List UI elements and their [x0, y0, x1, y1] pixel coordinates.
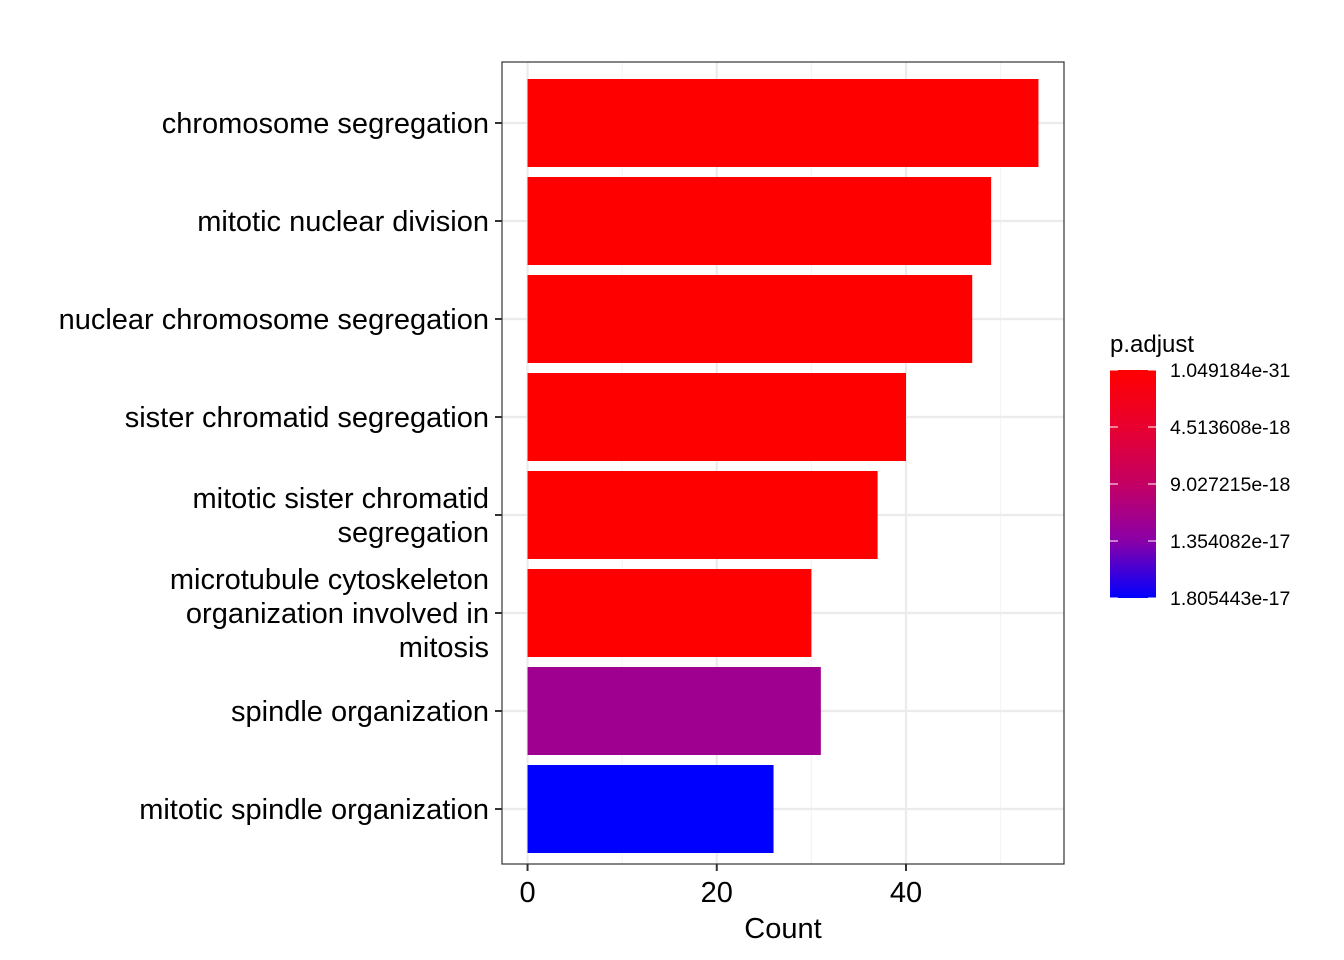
bar	[527, 177, 992, 265]
x-tick-label: 40	[890, 877, 922, 909]
bar	[527, 79, 1039, 167]
bar	[527, 373, 906, 461]
legend-ticks: 1.049184e-31 4.513608e-18 9.027215e-18 1.35…	[1110, 360, 1290, 610]
bar	[527, 765, 774, 853]
plot-panel-border	[501, 61, 1065, 865]
y-tick-label: mitotic nuclear division	[197, 206, 489, 238]
legend-label: 1.805443e-17	[1170, 588, 1290, 610]
y-tick-label: organization involved in	[186, 598, 489, 630]
y-tick-label: chromosome segregation	[162, 108, 489, 140]
y-tick-label: mitosis	[399, 632, 489, 664]
bar	[527, 569, 812, 657]
legend-label: 9.027215e-18	[1170, 474, 1290, 496]
x-tick-label: 0	[519, 877, 535, 909]
x-axis: 0 20 40	[519, 864, 922, 909]
legend: p.adjust 1.049184e-31 4.513608e-18 9.02721…	[1110, 331, 1290, 610]
x-tick-label: 20	[701, 877, 733, 909]
y-tick-label: spindle organization	[231, 696, 489, 728]
legend-label: 1.354082e-17	[1170, 531, 1290, 553]
legend-label: 1.049184e-31	[1170, 360, 1290, 382]
y-tick-label: mitotic sister chromatid	[192, 483, 489, 515]
bars	[527, 79, 1039, 853]
legend-label: 4.513608e-18	[1170, 417, 1290, 439]
y-tick-label: microtubule cytoskeleton	[170, 564, 489, 596]
x-axis-title: Count	[744, 913, 821, 945]
y-tick-label: segregation	[337, 517, 489, 549]
y-tick-label: mitotic spindle organization	[139, 794, 489, 826]
y-axis: chromosome segregation mitotic nuclear di…	[59, 108, 502, 826]
bar	[527, 275, 973, 363]
legend-title: p.adjust	[1110, 331, 1194, 358]
y-tick-label: nuclear chromosome segregation	[59, 304, 489, 336]
y-tick-label: sister chromatid segregation	[125, 402, 489, 434]
bar	[527, 471, 878, 559]
bar	[527, 667, 821, 755]
